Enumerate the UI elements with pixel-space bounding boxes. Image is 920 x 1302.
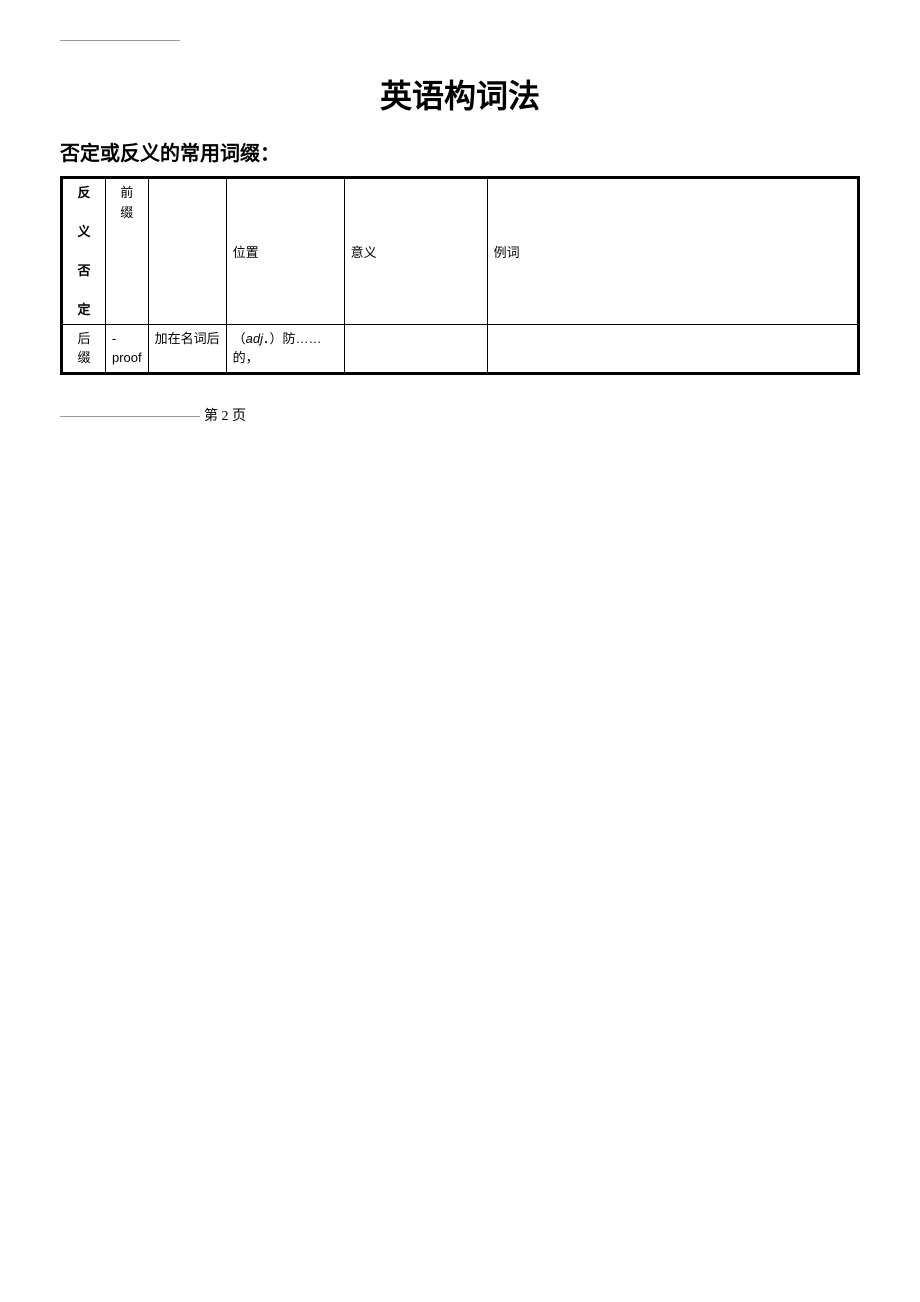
suffix-row: 后缀 -proof 加在名词后 （adj．）防……的，	[62, 324, 859, 373]
page-number: 第 2 页	[204, 409, 246, 424]
header-position: 位置	[226, 178, 344, 325]
meaning-cell: （adj．）防……的，	[226, 324, 344, 373]
examples-cell	[344, 324, 487, 373]
header-meaning: 意义	[344, 178, 487, 325]
affix-cell: -proof	[106, 324, 149, 373]
side-label: 反义否定	[62, 178, 106, 325]
header-blank	[148, 178, 226, 325]
prefix-label: 前缀	[106, 178, 149, 325]
header-rule	[60, 40, 180, 41]
page-subtitle: 否定或反义的常用词缀：	[60, 137, 860, 166]
header-examples: 例词	[487, 178, 858, 325]
footer-rule	[60, 416, 200, 417]
affix-table: 反义否定 前缀 位置 意义 例词 后缀 -proof 加在名词后 （adj．）防…	[60, 176, 860, 375]
page-title: 英语构词法	[60, 71, 860, 117]
page-footer: 第 2 页	[60, 405, 860, 425]
position-cell: 加在名词后	[148, 324, 226, 373]
header-row: 反义否定 前缀 位置 意义 例词	[62, 178, 859, 325]
suffix-label: 后缀	[62, 324, 106, 373]
